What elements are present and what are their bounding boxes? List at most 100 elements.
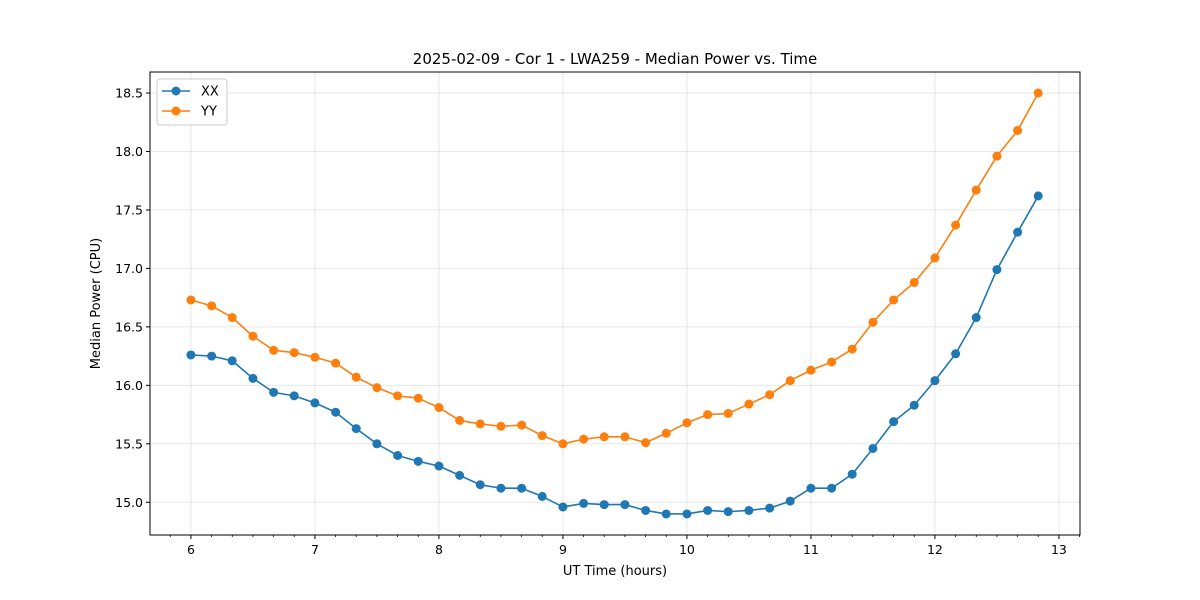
data-point-yy	[269, 345, 279, 355]
data-point-yy	[930, 253, 940, 263]
data-point-yy	[1013, 125, 1023, 135]
data-point-yy	[868, 317, 878, 327]
data-point-xx	[496, 483, 506, 493]
data-point-xx	[372, 439, 382, 449]
x-tick-label: 9	[559, 542, 567, 557]
data-point-xx	[207, 351, 217, 361]
data-point-yy	[558, 439, 568, 449]
data-point-yy	[227, 313, 237, 323]
data-point-yy	[806, 365, 816, 375]
data-point-yy	[351, 372, 361, 382]
data-point-xx	[806, 483, 816, 493]
data-point-yy	[455, 415, 465, 425]
data-point-xx	[930, 376, 940, 386]
data-point-yy	[517, 420, 527, 430]
x-tick-label: 8	[435, 542, 443, 557]
data-point-yy	[951, 220, 961, 230]
data-point-xx	[475, 480, 485, 490]
y-axis-label: Median Power (CPU)	[89, 238, 104, 369]
data-point-xx	[661, 509, 671, 519]
data-point-xx	[909, 400, 919, 410]
data-point-yy	[847, 344, 857, 354]
data-point-xx	[744, 505, 754, 515]
data-point-xx	[703, 505, 713, 515]
data-point-yy	[413, 393, 423, 403]
series-layer	[186, 88, 1043, 519]
data-point-yy	[785, 376, 795, 386]
data-point-xx	[765, 503, 775, 513]
legend-label-xx: XX	[201, 85, 219, 100]
data-point-xx	[517, 483, 527, 493]
data-point-yy	[703, 410, 713, 420]
data-point-xx	[785, 496, 795, 506]
legend-marker-xx	[171, 86, 181, 96]
data-point-xx	[599, 500, 609, 510]
x-tick-label: 11	[803, 542, 819, 557]
data-point-xx	[248, 373, 258, 383]
data-point-xx	[393, 450, 403, 460]
data-point-yy	[641, 438, 651, 448]
legend: XX YY	[156, 78, 228, 126]
data-point-yy	[765, 390, 775, 400]
y-tick-label: 15.0	[115, 495, 143, 510]
data-point-yy	[186, 295, 196, 305]
data-point-yy	[682, 418, 692, 428]
y-tick-label: 18.0	[115, 144, 143, 159]
grid-layer	[150, 72, 1080, 535]
data-point-yy	[827, 357, 837, 367]
data-point-yy	[992, 151, 1002, 161]
data-point-xx	[723, 507, 733, 517]
data-point-yy	[971, 185, 981, 195]
data-point-yy	[579, 434, 589, 444]
data-point-xx	[289, 391, 299, 401]
data-point-xx	[868, 443, 878, 453]
data-point-yy	[496, 421, 506, 431]
data-point-yy	[310, 352, 320, 362]
data-point-xx	[992, 265, 1002, 275]
data-point-xx	[413, 456, 423, 466]
data-point-yy	[434, 403, 444, 413]
data-point-yy	[207, 301, 217, 311]
data-point-xx	[186, 350, 196, 360]
data-point-yy	[723, 408, 733, 418]
data-point-yy	[248, 331, 258, 341]
data-point-xx	[971, 313, 981, 323]
y-tick-label: 18.5	[115, 86, 143, 101]
data-point-xx	[558, 502, 568, 512]
data-point-yy	[909, 277, 919, 287]
y-tick-label: 15.5	[115, 436, 143, 451]
x-tick-label: 12	[927, 542, 943, 557]
data-point-yy	[475, 419, 485, 429]
data-point-xx	[331, 407, 341, 417]
data-point-xx	[351, 424, 361, 434]
data-point-yy	[372, 383, 382, 393]
data-point-yy	[289, 348, 299, 358]
y-tick-label: 17.5	[115, 202, 143, 217]
ticks-layer: 6 7 8 9 10 11 12 13 15.0 15.5 16.0 16.5 17.0 17.5 18.0…	[115, 86, 1080, 557]
data-point-xx	[269, 387, 279, 397]
data-point-xx	[641, 505, 651, 515]
x-axis-label: UT Time (hours)	[563, 564, 667, 579]
y-tick-label: 16.0	[115, 378, 143, 393]
data-point-xx	[455, 470, 465, 480]
y-tick-label: 17.0	[115, 261, 143, 276]
y-tick-label: 16.5	[115, 319, 143, 334]
data-point-yy	[537, 431, 547, 441]
data-point-xx	[310, 398, 320, 408]
x-tick-label: 6	[187, 542, 195, 557]
data-point-yy	[661, 428, 671, 438]
data-point-xx	[827, 483, 837, 493]
x-tick-label: 7	[311, 542, 319, 557]
data-point-yy	[393, 391, 403, 401]
data-point-yy	[620, 432, 630, 442]
data-point-yy	[1033, 88, 1043, 98]
data-point-yy	[889, 295, 899, 305]
data-point-xx	[682, 509, 692, 519]
data-point-yy	[599, 432, 609, 442]
plot-frame	[149, 71, 1081, 536]
data-point-xx	[227, 356, 237, 366]
data-point-yy	[331, 358, 341, 368]
x-tick-label: 10	[679, 542, 695, 557]
data-point-xx	[847, 469, 857, 479]
